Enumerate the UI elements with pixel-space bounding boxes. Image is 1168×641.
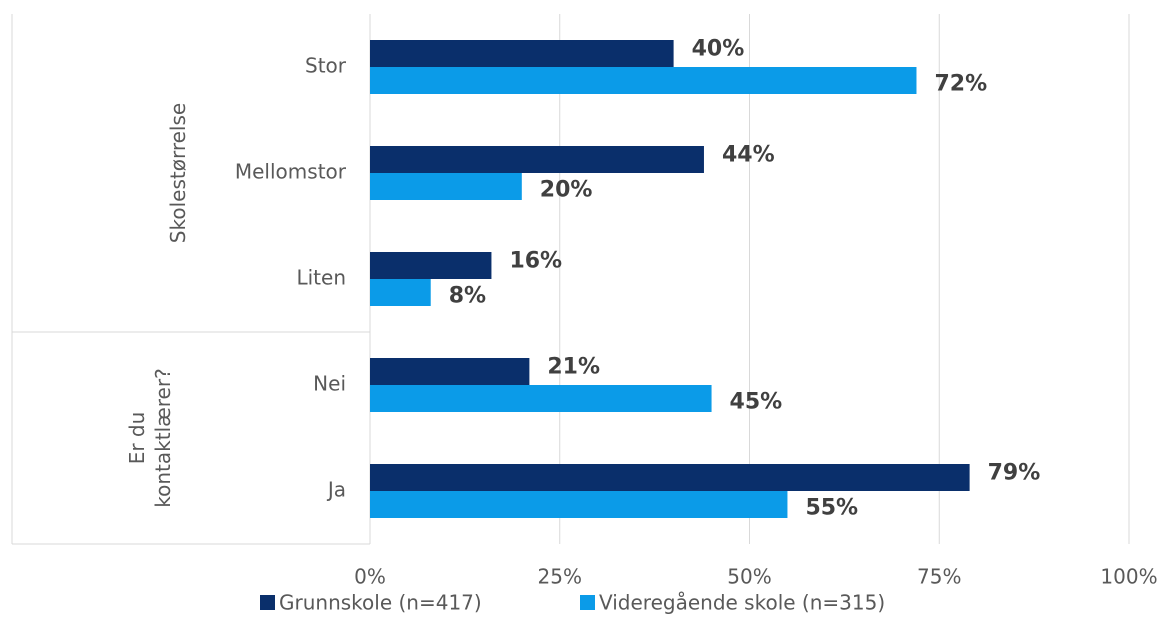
data-label: 79%: [988, 461, 1041, 486]
bar: [370, 173, 522, 200]
group-label: Skolestørrelse: [166, 102, 190, 244]
x-tick-label: 0%: [354, 565, 386, 589]
legend-swatch: [260, 595, 275, 610]
x-tick-label: 75%: [917, 565, 961, 589]
bar: [370, 279, 431, 306]
legend-label: Videregående skole (n=315): [599, 591, 885, 615]
y-tick-label: Liten: [296, 266, 346, 290]
data-label: 8%: [449, 284, 486, 309]
y-tick-label: Mellomstor: [235, 160, 347, 184]
data-label: 20%: [540, 178, 593, 203]
bar: [370, 67, 917, 94]
bar: [370, 40, 674, 67]
legend-swatch: [580, 595, 595, 610]
y-tick-label: Stor: [305, 54, 347, 78]
bar: [370, 464, 970, 491]
data-label: 44%: [722, 143, 775, 168]
x-tick-label: 100%: [1100, 565, 1157, 589]
data-label: 45%: [730, 390, 783, 415]
bar: [370, 146, 704, 173]
bar: [370, 252, 492, 279]
data-label: 40%: [692, 37, 745, 62]
group-label: Er du kontaktlærer?: [125, 368, 175, 508]
legend-label: Grunnskole (n=417): [279, 591, 482, 615]
bar: [370, 358, 530, 385]
data-label: 16%: [509, 249, 562, 274]
y-tick-label: Ja: [326, 478, 346, 502]
data-label: 21%: [547, 355, 600, 380]
data-label: 55%: [805, 496, 858, 521]
x-tick-label: 25%: [538, 565, 582, 589]
data-label: 72%: [934, 72, 987, 97]
bar: [370, 385, 712, 412]
x-tick-label: 50%: [727, 565, 771, 589]
y-tick-label: Nei: [313, 372, 346, 396]
bar: [370, 491, 788, 518]
